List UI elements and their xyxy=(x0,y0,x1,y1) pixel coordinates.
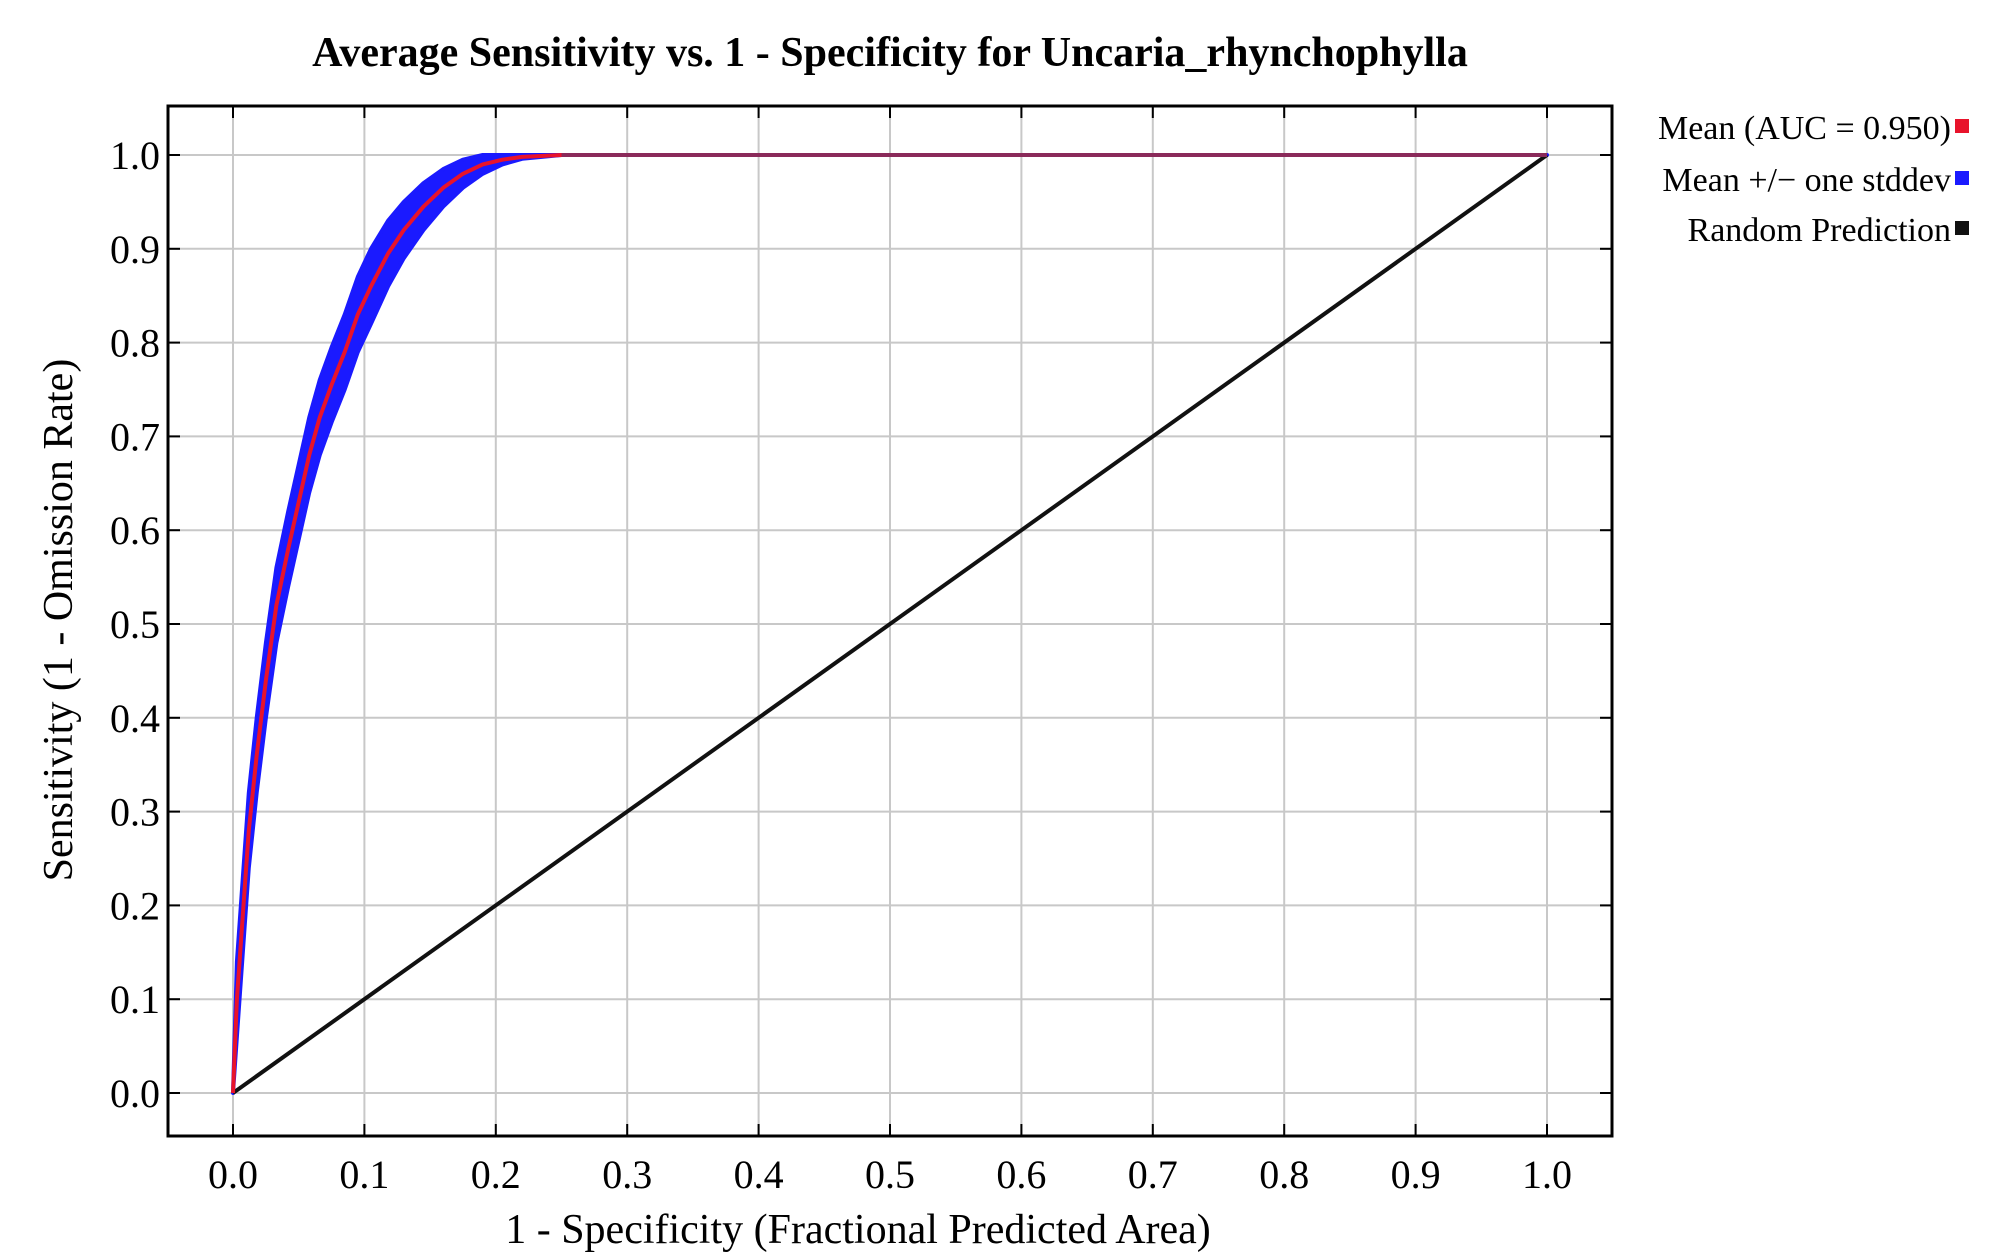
y-tick-label: 0.2 xyxy=(110,883,160,928)
y-tick-label: 0.6 xyxy=(110,508,160,553)
y-tick-label: 0.3 xyxy=(110,790,160,835)
legend-swatch xyxy=(1955,171,1969,185)
y-tick-label: 0.7 xyxy=(110,414,160,459)
x-axis-ticks: 0.0 0.1 0.2 0.3 0.4 0.5 0.6 0.7 0.8 0.9 1.0 xyxy=(208,106,1572,1197)
x-tick-label: 0.4 xyxy=(734,1152,784,1197)
y-tick-label: 0.8 xyxy=(110,321,160,366)
x-tick-label: 0.2 xyxy=(471,1152,521,1197)
x-tick-label: 0.3 xyxy=(602,1152,652,1197)
legend: Mean (AUC = 0.950) Mean +/− one stddev Ran… xyxy=(1658,110,1969,249)
y-axis-label: Sensitivity (1 - Omission Rate) xyxy=(36,359,82,882)
legend-label: Mean +/− one stddev xyxy=(1662,162,1951,199)
x-tick-label: 0.6 xyxy=(996,1152,1046,1197)
y-tick-label: 0.4 xyxy=(110,696,160,741)
legend-label: Random Prediction xyxy=(1688,212,1951,249)
legend-swatch xyxy=(1955,119,1969,133)
x-tick-label: 0.7 xyxy=(1128,1152,1178,1197)
x-tick-label: 0.0 xyxy=(208,1152,258,1197)
x-tick-label: 1.0 xyxy=(1522,1152,1572,1197)
y-tick-label: 0.1 xyxy=(110,977,160,1022)
legend-label: Mean (AUC = 0.950) xyxy=(1658,110,1951,147)
chart-title: Average Sensitivity vs. 1 - Specificity … xyxy=(312,30,1468,76)
x-tick-label: 0.1 xyxy=(339,1152,389,1197)
y-tick-label: 1.0 xyxy=(110,133,160,178)
x-tick-label: 0.5 xyxy=(865,1152,915,1197)
y-tick-label: 0.5 xyxy=(110,602,160,647)
random-prediction-line xyxy=(231,153,1549,1095)
x-tick-label: 0.8 xyxy=(1259,1152,1309,1197)
y-tick-label: 0.0 xyxy=(110,1071,160,1116)
series-layer xyxy=(231,153,1549,1095)
x-tick-label: 0.9 xyxy=(1391,1152,1441,1197)
x-axis-label: 1 - Specificity (Fractional Predicted Ar… xyxy=(505,1207,1211,1253)
y-tick-label: 0.9 xyxy=(110,227,160,272)
mean-roc-line xyxy=(231,153,1547,1094)
y-axis-ticks: 0.0 0.1 0.2 0.3 0.4 0.5 0.6 0.7 0.8 0.9 1.0 xyxy=(110,133,1612,1116)
legend-swatch xyxy=(1955,221,1969,235)
